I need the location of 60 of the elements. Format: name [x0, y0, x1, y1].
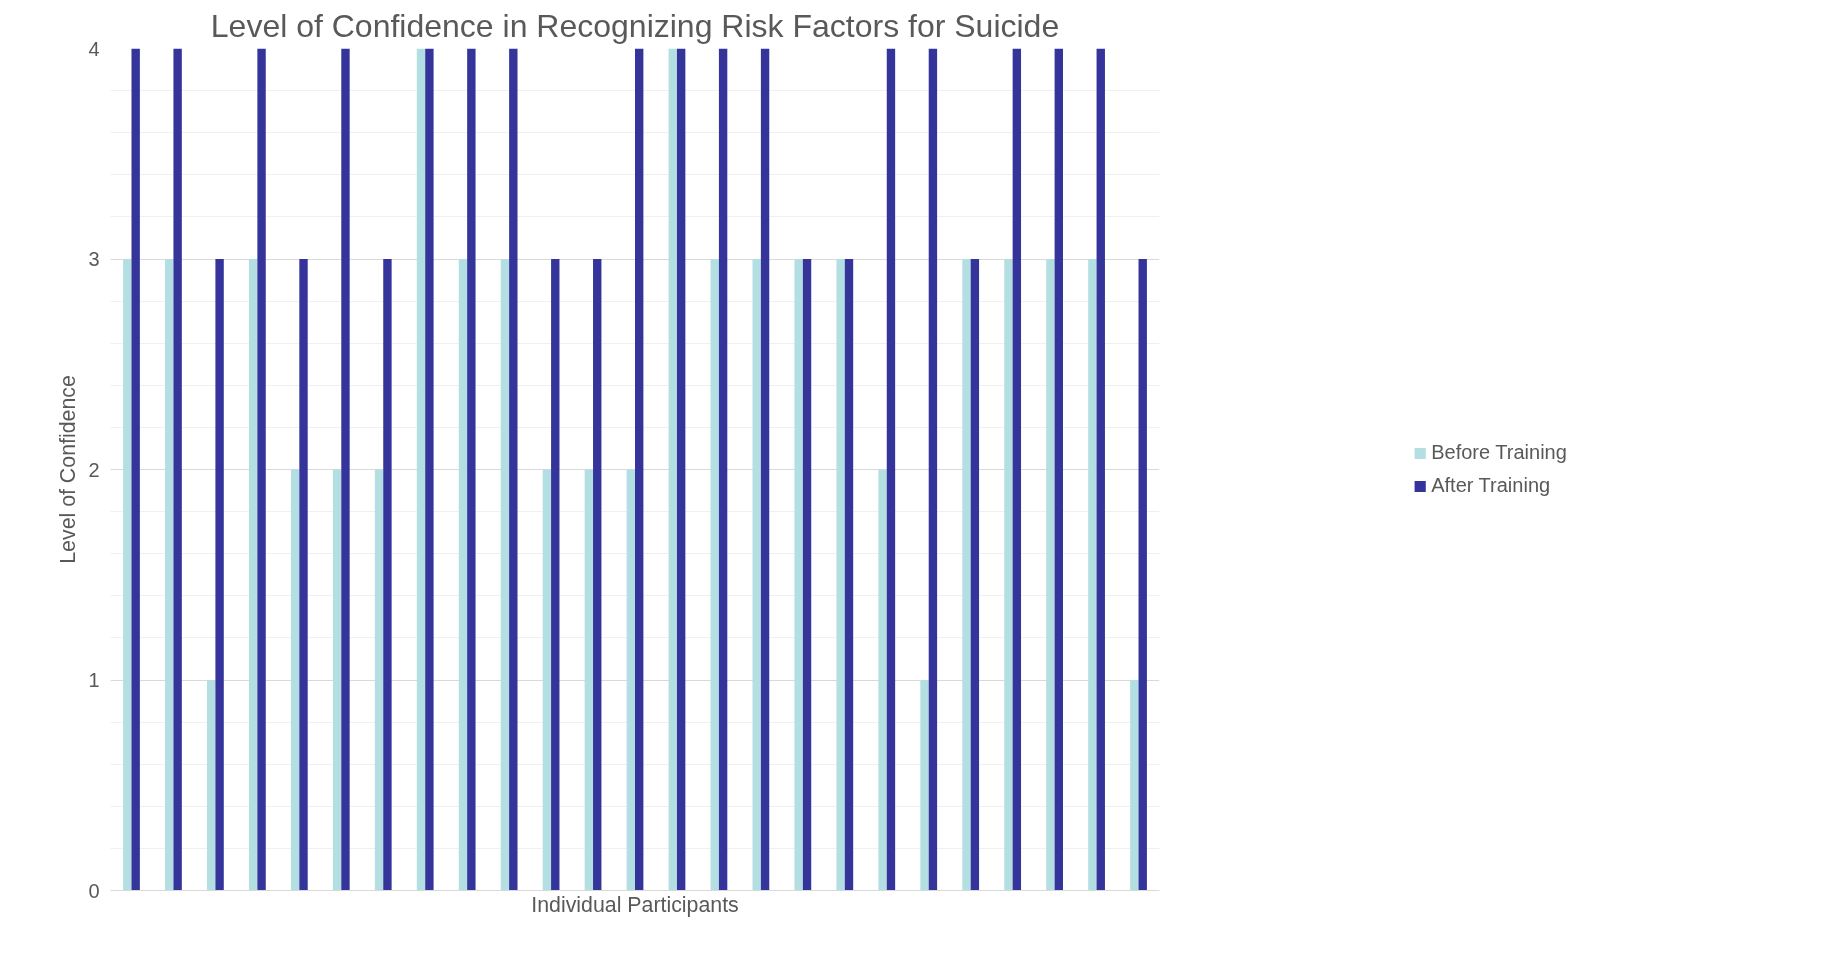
bar	[416, 48, 426, 891]
bar	[1096, 48, 1105, 891]
bar	[341, 48, 350, 891]
bar	[676, 48, 686, 891]
bar	[710, 259, 719, 891]
bar	[215, 259, 224, 891]
y-tick-label: 1	[88, 669, 100, 691]
bar	[1012, 48, 1022, 891]
bar	[878, 469, 887, 891]
bar	[299, 259, 308, 891]
bar	[668, 48, 677, 891]
legend-label: After Training	[1431, 474, 1551, 497]
bar	[1054, 48, 1063, 891]
bar	[551, 259, 560, 891]
bar	[257, 48, 266, 891]
bar	[920, 680, 929, 891]
bar	[131, 48, 140, 891]
bar	[467, 48, 476, 891]
bar	[970, 259, 980, 891]
bar	[836, 259, 845, 891]
bar	[207, 680, 216, 891]
y-tick-label: 2	[88, 458, 100, 481]
bar	[626, 469, 635, 891]
x-axis-title: Individual Participants	[531, 892, 739, 917]
bar	[802, 259, 812, 891]
bar	[584, 469, 594, 891]
bar	[425, 48, 434, 891]
bar	[928, 48, 938, 891]
y-tick-label: 0	[88, 879, 100, 902]
bar	[1130, 680, 1139, 891]
bar	[844, 259, 854, 891]
bar	[794, 259, 803, 891]
bar	[290, 469, 300, 891]
bar	[1004, 259, 1013, 891]
bar	[458, 259, 468, 891]
chart-title: Level of Confidence in Recognizing Risk Factors for Suicide	[210, 7, 1060, 44]
bar	[718, 48, 728, 891]
bar	[593, 259, 602, 891]
bar	[500, 259, 510, 891]
bar	[123, 259, 132, 891]
bar	[173, 48, 182, 891]
bar	[332, 469, 342, 891]
bar	[248, 259, 258, 891]
bar	[962, 259, 971, 891]
bar	[383, 259, 392, 891]
bar	[635, 48, 644, 891]
bar	[1088, 259, 1097, 891]
legend-label: Before Training	[1431, 441, 1567, 464]
bar	[542, 469, 552, 891]
bar	[374, 469, 384, 891]
bar	[165, 259, 174, 891]
y-tick-label: 3	[88, 248, 100, 270]
y-tick-label: 4	[88, 37, 100, 60]
y-axis-title: Level of Confidence	[56, 375, 81, 564]
bar	[886, 48, 896, 891]
bar	[509, 48, 518, 891]
bar	[1138, 259, 1147, 891]
bar	[1046, 259, 1055, 891]
bar	[752, 259, 761, 891]
bar	[760, 48, 770, 891]
